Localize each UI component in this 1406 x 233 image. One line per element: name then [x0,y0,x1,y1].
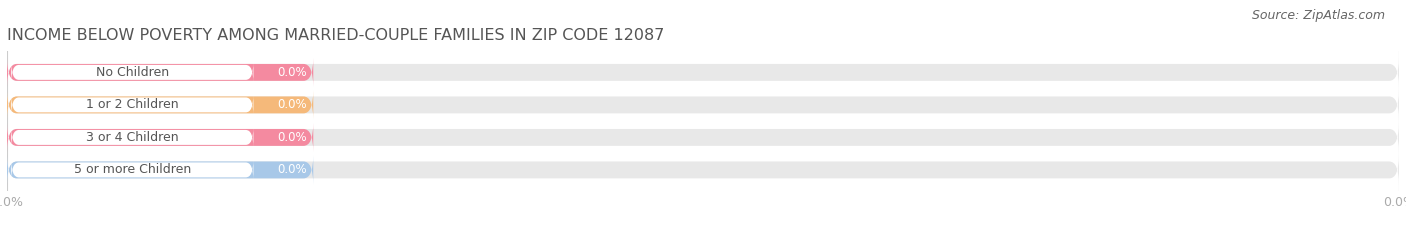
FancyBboxPatch shape [11,95,253,115]
Text: 1 or 2 Children: 1 or 2 Children [86,98,179,111]
FancyBboxPatch shape [7,123,314,152]
FancyBboxPatch shape [11,160,253,180]
Text: 0.0%: 0.0% [277,131,307,144]
FancyBboxPatch shape [7,58,314,87]
FancyBboxPatch shape [7,91,314,119]
FancyBboxPatch shape [7,91,1399,119]
Text: 5 or more Children: 5 or more Children [73,163,191,176]
FancyBboxPatch shape [7,156,1399,184]
Text: 0.0%: 0.0% [277,66,307,79]
Text: INCOME BELOW POVERTY AMONG MARRIED-COUPLE FAMILIES IN ZIP CODE 12087: INCOME BELOW POVERTY AMONG MARRIED-COUPL… [7,28,665,43]
Text: 3 or 4 Children: 3 or 4 Children [86,131,179,144]
FancyBboxPatch shape [7,156,314,184]
Text: 0.0%: 0.0% [277,163,307,176]
Text: Source: ZipAtlas.com: Source: ZipAtlas.com [1251,9,1385,22]
FancyBboxPatch shape [7,58,1399,87]
Text: 0.0%: 0.0% [277,98,307,111]
FancyBboxPatch shape [11,62,253,83]
FancyBboxPatch shape [11,127,253,148]
Text: No Children: No Children [96,66,169,79]
FancyBboxPatch shape [7,123,1399,152]
